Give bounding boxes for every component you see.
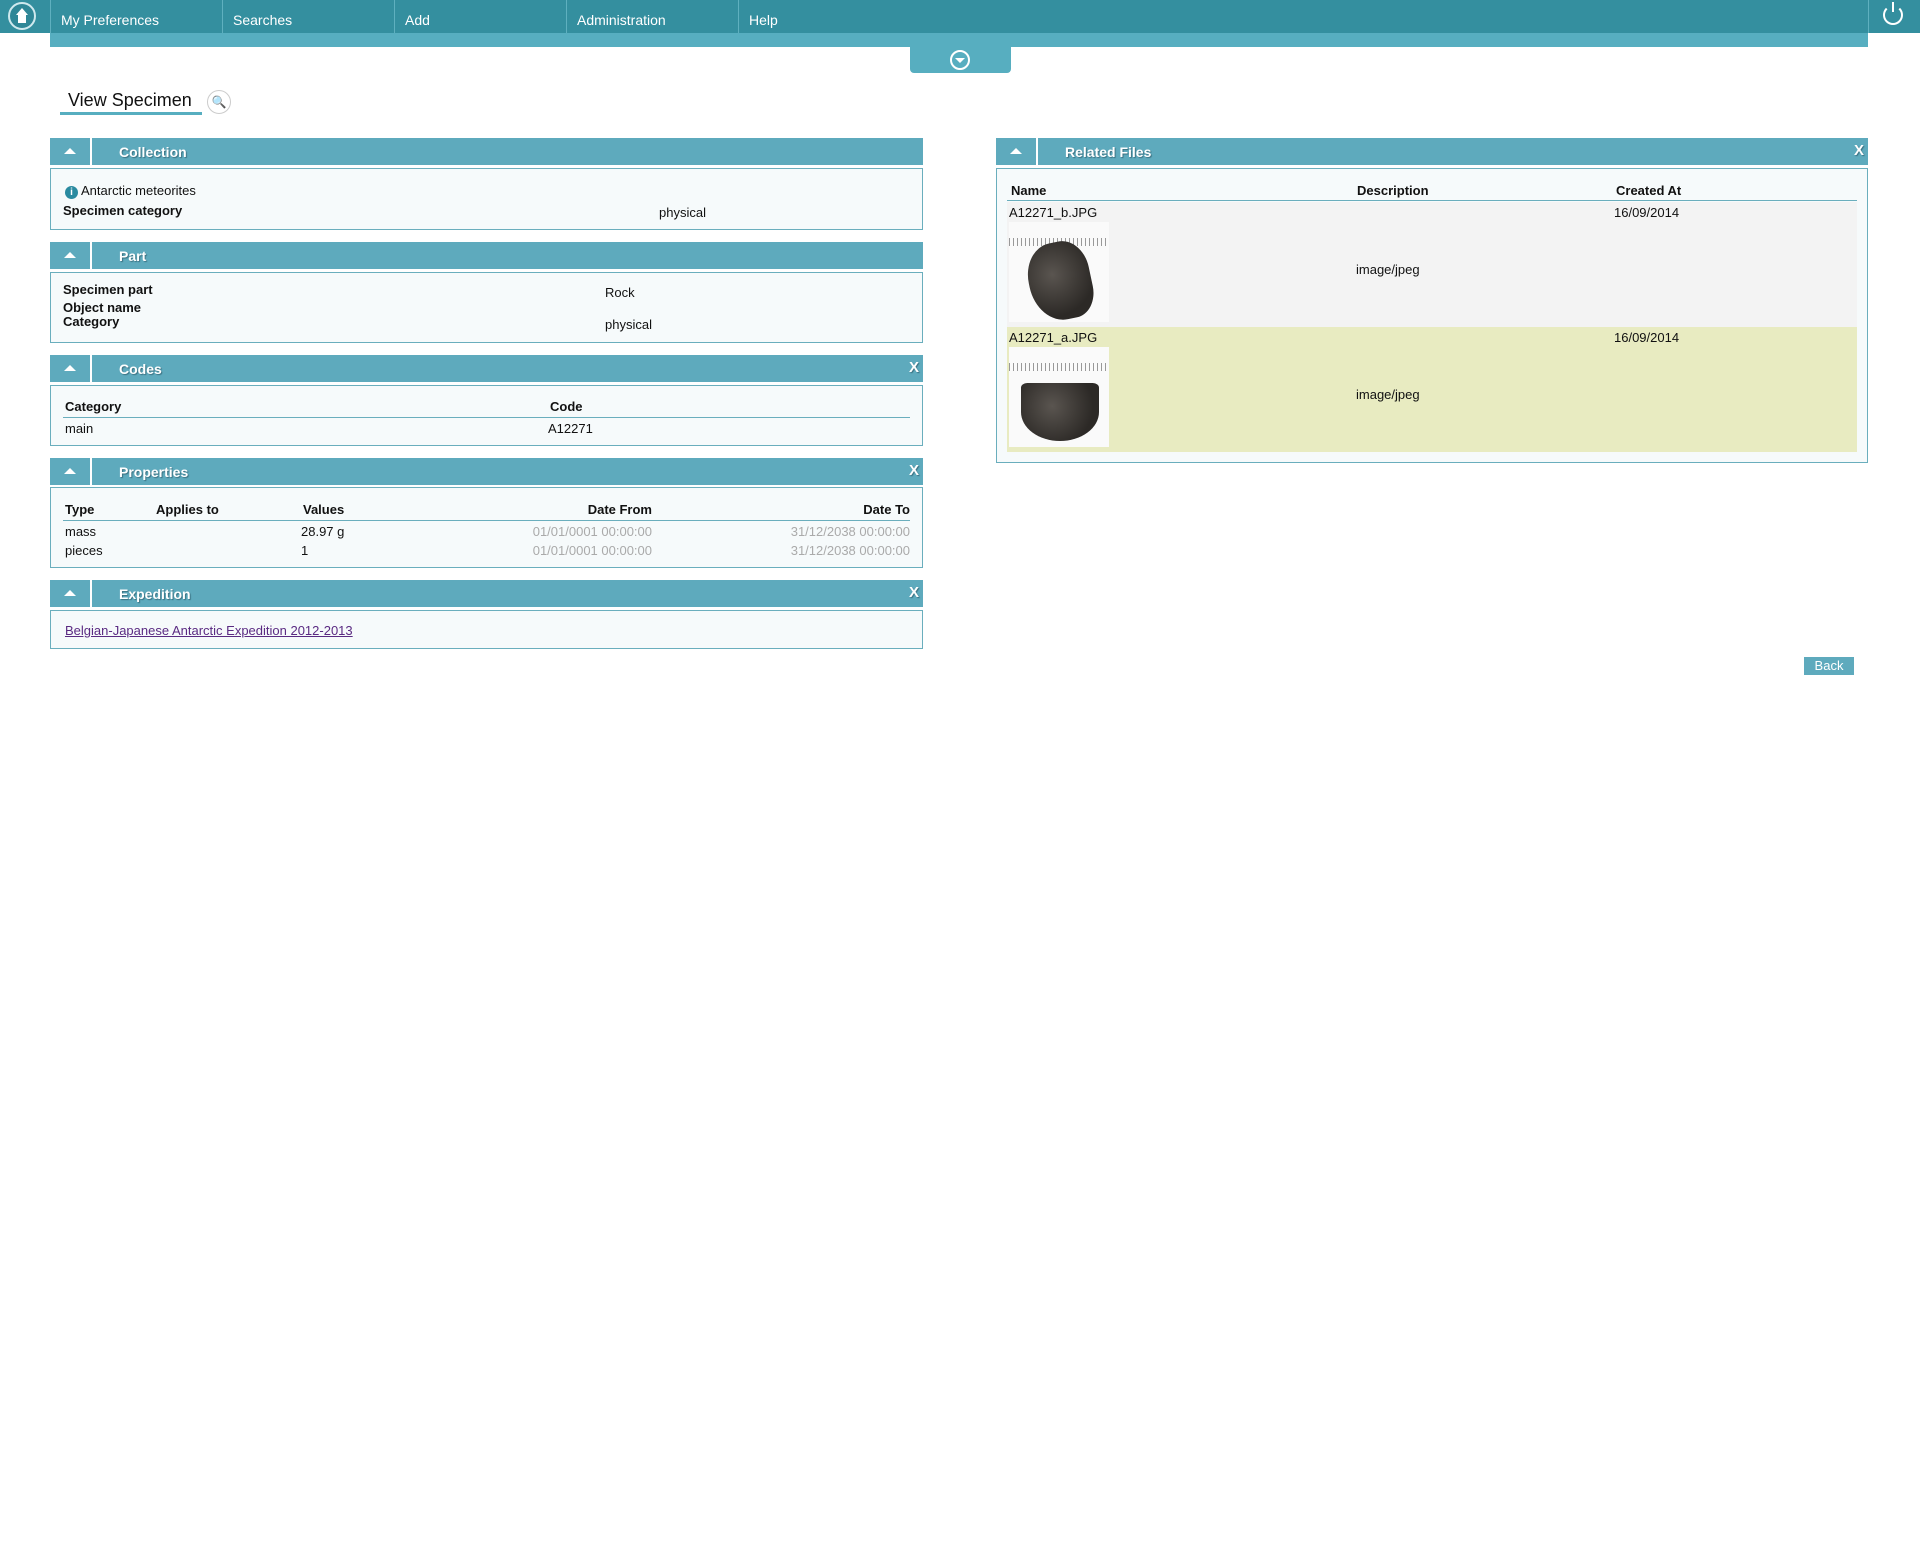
properties-body: Type Applies to Values Date From Date To… (50, 487, 923, 568)
codes-title: Codes (119, 361, 162, 377)
file-thumbnail[interactable] (1009, 222, 1109, 322)
prop-value: 1 (301, 543, 309, 558)
logout-button[interactable] (1868, 0, 1920, 33)
prop-header-date-from: Date From (587, 502, 652, 517)
prop-header-values: Values (303, 502, 345, 517)
nav-administration[interactable]: Administration (566, 0, 738, 33)
prop-date-to: 31/12/2038 00:00:00 (790, 524, 910, 539)
prop-date-to: 31/12/2038 00:00:00 (790, 543, 910, 558)
expedition-body: Belgian-Japanese Antarctic Expedition 20… (50, 610, 923, 649)
page-title: View Specimen (68, 90, 192, 110)
code-category: main (65, 421, 94, 436)
prop-header-date-to: Date To (863, 502, 910, 517)
related-files-body: Name Description Created At A12271_b.JPG… (996, 168, 1868, 463)
files-header-name: Name (1011, 183, 1047, 198)
properties-title: Properties (119, 464, 189, 480)
nav-help[interactable]: Help (738, 0, 910, 33)
nav-my-preferences[interactable]: My Preferences (50, 0, 222, 33)
file-created: 16/09/2014 (1614, 205, 1680, 220)
part-header: Part (50, 242, 923, 269)
specimen-category-value: physical (659, 205, 706, 220)
close-icon[interactable]: X (908, 359, 919, 376)
collection-body: i Antarctic meteorites Specimen category … (50, 168, 923, 230)
properties-header: Properties X (50, 458, 923, 485)
prop-date-from: 01/01/0001 00:00:00 (532, 524, 652, 539)
collapse-toggle-icon[interactable] (50, 580, 92, 607)
nav-searches[interactable]: Searches (222, 0, 394, 33)
file-description: image/jpeg (1356, 387, 1420, 402)
related-files-header: Related Files X (996, 138, 1868, 165)
search-zoom-icon[interactable]: 🔍 (207, 90, 231, 114)
expedition-link[interactable]: Belgian-Japanese Antarctic Expedition 20… (65, 623, 353, 638)
title-underline (60, 112, 202, 115)
file-thumbnail[interactable] (1009, 347, 1109, 447)
collapse-toggle-icon[interactable] (50, 458, 92, 485)
files-header-created: Created At (1616, 183, 1682, 198)
info-icon[interactable]: i (65, 186, 78, 199)
collection-title: Collection (119, 144, 187, 160)
specimen-part-value: Rock (605, 285, 635, 300)
nav-add[interactable]: Add (394, 0, 566, 33)
part-body: Specimen part Rock Object name Category … (50, 272, 923, 343)
prop-header-type: Type (65, 502, 95, 517)
prop-type: pieces (65, 543, 103, 558)
part-title: Part (119, 248, 147, 264)
category-value: physical (605, 317, 652, 332)
related-files-title: Related Files (1065, 144, 1152, 160)
collapse-toggle-icon[interactable] (50, 138, 92, 165)
back-button[interactable]: Back (1804, 657, 1854, 675)
prop-date-from: 01/01/0001 00:00:00 (532, 543, 652, 558)
prop-type: mass (65, 524, 97, 539)
files-header-description: Description (1357, 183, 1429, 198)
power-icon (1883, 2, 1903, 25)
collapse-toggle-icon[interactable] (50, 242, 92, 269)
expand-menu-tab[interactable] (910, 47, 1011, 73)
chevron-down-icon (950, 50, 970, 70)
object-name-label: Object name (63, 300, 142, 315)
close-icon[interactable]: X (1853, 142, 1864, 159)
collapse-toggle-icon[interactable] (50, 355, 92, 382)
expedition-title: Expedition (119, 586, 191, 602)
file-name[interactable]: A12271_b.JPG (1009, 205, 1098, 220)
collapse-toggle-icon[interactable] (996, 138, 1038, 165)
file-row[interactable]: A12271_a.JPG image/jpeg 16/09/2014 (1007, 327, 1857, 452)
home-icon[interactable] (8, 2, 36, 30)
codes-header-code: Code (550, 399, 583, 414)
specimen-category-label: Specimen category (63, 203, 183, 218)
code-value: A12271 (548, 421, 593, 436)
expedition-header: Expedition X (50, 580, 923, 607)
file-row[interactable]: A12271_b.JPG image/jpeg 16/09/2014 (1007, 202, 1857, 327)
top-nav-bar (0, 0, 1920, 33)
close-icon[interactable]: X (908, 584, 919, 601)
file-description: image/jpeg (1356, 262, 1420, 277)
prop-header-applies: Applies to (156, 502, 219, 517)
close-icon[interactable]: X (908, 462, 919, 479)
file-name[interactable]: A12271_a.JPG (1009, 330, 1098, 345)
prop-value: 28.97 g (301, 524, 345, 539)
codes-header: Codes X (50, 355, 923, 382)
file-created: 16/09/2014 (1614, 330, 1680, 345)
collection-name: Antarctic meteorites (81, 183, 196, 198)
category-label: Category (63, 314, 120, 329)
codes-body: Category Code main A12271 (50, 385, 923, 446)
codes-header-category: Category (65, 399, 122, 414)
specimen-part-label: Specimen part (63, 282, 153, 297)
sub-nav-bar (50, 33, 1868, 47)
collection-header: Collection (50, 138, 923, 165)
